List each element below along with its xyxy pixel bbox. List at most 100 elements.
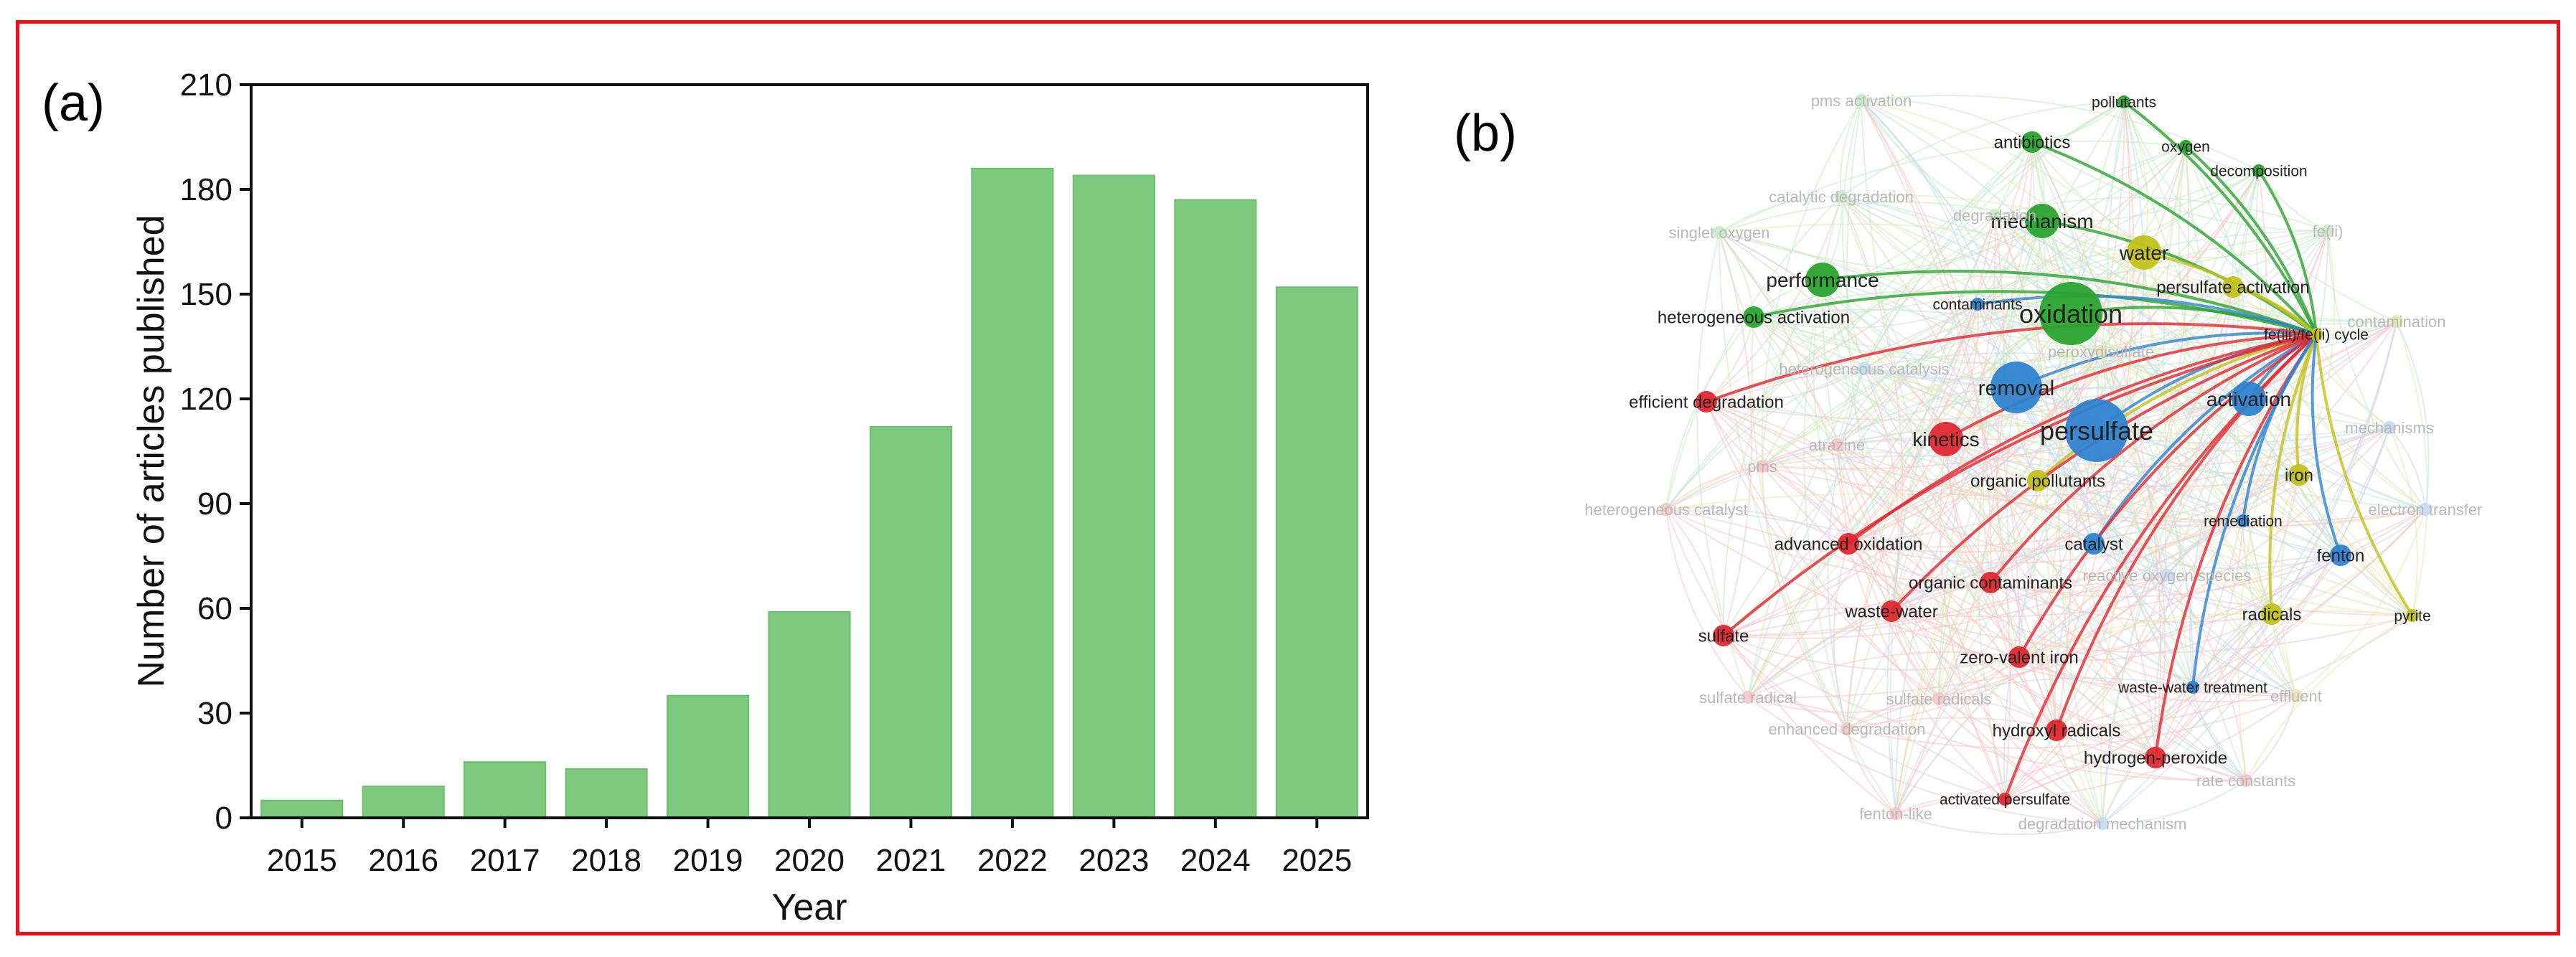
background-link	[2389, 427, 2426, 510]
node-singlet-oxygen	[1713, 226, 1726, 239]
x-axis-title: Year	[771, 887, 847, 928]
background-link	[1861, 100, 2244, 522]
y-axis-title: Number of articles published	[131, 215, 172, 688]
y-tick-label: 0	[215, 801, 232, 836]
node-fenton-like	[1889, 807, 1902, 820]
y-tick-label: 30	[197, 696, 232, 731]
y-tick-label: 120	[180, 382, 232, 417]
background-link	[1706, 334, 2317, 421]
background-link	[1719, 232, 1753, 636]
background-link	[2271, 509, 2426, 615]
node-label: fenton	[2317, 547, 2365, 566]
background-link	[1747, 214, 1996, 698]
background-link	[1840, 100, 1862, 197]
background-link	[1665, 493, 2413, 616]
background-link	[2192, 687, 2247, 781]
node-enhanced-degradation	[1841, 722, 1853, 735]
background-link	[1665, 438, 1947, 510]
background-link	[1848, 543, 2006, 800]
x-tick-label: 2018	[571, 843, 641, 878]
background-link	[1747, 520, 2244, 698]
link-oxygen	[2184, 145, 2318, 335]
node-heterogeneous-activation	[1743, 306, 1764, 328]
link-antibiotics	[2031, 141, 2318, 336]
background-link	[1848, 543, 2020, 658]
background-link	[1719, 140, 2186, 233]
background-link	[1665, 506, 1849, 544]
background-link	[1719, 232, 2413, 616]
node-label: water	[2119, 242, 2168, 264]
x-tick-label: 2019	[673, 843, 743, 878]
background-link	[2004, 555, 2341, 800]
background-link	[2100, 146, 2186, 352]
node-hydrogen-peroxide	[2145, 747, 2166, 768]
background-link	[2056, 687, 2194, 731]
background-link	[1938, 698, 2247, 782]
y-tick-label: 60	[197, 591, 232, 626]
link-waste-water-treatment	[2191, 333, 2318, 688]
background-link	[1747, 697, 2006, 800]
background-link	[1836, 170, 2260, 446]
node-label: advanced oxidation	[1774, 535, 1923, 555]
background-link	[1861, 100, 1992, 583]
background-link	[2031, 141, 2234, 288]
link-organic-contaminants	[1989, 333, 2317, 584]
node-label: heterogeneous activation	[1658, 308, 1850, 328]
background-link	[1895, 520, 2244, 814]
x-tick-label: 2025	[1282, 843, 1352, 878]
node-catalytic-degradation	[1835, 190, 1848, 203]
background-link	[1938, 697, 2057, 731]
node-decomposition	[2252, 164, 2265, 177]
node-label: pollutants	[2092, 95, 2156, 111]
figure-frame	[16, 20, 2560, 935]
node-waste-water	[1881, 600, 1902, 622]
background-link	[2396, 321, 2428, 616]
background-link	[1762, 443, 1838, 467]
link-fenton	[2311, 334, 2342, 556]
background-link	[1848, 321, 2397, 544]
node-waste-water-treatment	[2186, 681, 2199, 694]
background-link	[1747, 170, 2260, 698]
background-link	[2166, 427, 2390, 576]
background-link	[1841, 101, 2125, 197]
background-link	[1706, 401, 2020, 658]
y-tick-label: 210	[180, 67, 232, 103]
node-fenton	[2330, 544, 2351, 566]
background-link	[2070, 313, 2194, 688]
background-link	[1747, 697, 1940, 713]
background-link	[1723, 635, 1848, 730]
node-label: antibiotics	[1994, 133, 2071, 153]
background-link	[2004, 101, 2135, 800]
node-label: reactive oxygen species	[2083, 567, 2252, 585]
node-label: enhanced degradation	[1769, 720, 1926, 738]
node-antibiotics	[2021, 131, 2043, 153]
background-link	[1747, 303, 1978, 698]
background-link	[1836, 444, 2095, 544]
link-zero-valent-iron	[2018, 333, 2318, 658]
background-link	[1706, 316, 1754, 402]
node-performance	[1805, 263, 1840, 297]
node-rate-constants	[2239, 774, 2252, 787]
node-label: radicals	[2242, 605, 2302, 625]
node-label: effluent	[2270, 687, 2322, 705]
bar-2017	[464, 761, 547, 819]
node-efficient-degradation	[1696, 391, 1717, 412]
x-tick-label: 2022	[977, 843, 1048, 878]
node-label: sulfate	[1698, 627, 1749, 646]
background-link	[1753, 316, 2102, 364]
x-tick-label: 2017	[470, 843, 540, 878]
node-label: heterogeneous catalysis	[1779, 360, 1949, 378]
node-oxygen	[2179, 140, 2192, 153]
node-label: activated persulfate	[1940, 792, 2070, 808]
background-link	[1891, 610, 2156, 758]
background-link	[2065, 313, 2156, 758]
background-link	[1861, 100, 1996, 216]
background-link	[1841, 196, 2250, 400]
background-link	[1846, 698, 1940, 730]
node-label: iron	[2285, 466, 2313, 486]
background-link	[2396, 321, 2430, 510]
background-link	[2242, 520, 2341, 556]
link-heterogeneous-activation	[1753, 290, 2317, 336]
link-sulfate	[1722, 333, 2317, 637]
background-link	[2166, 575, 2247, 781]
